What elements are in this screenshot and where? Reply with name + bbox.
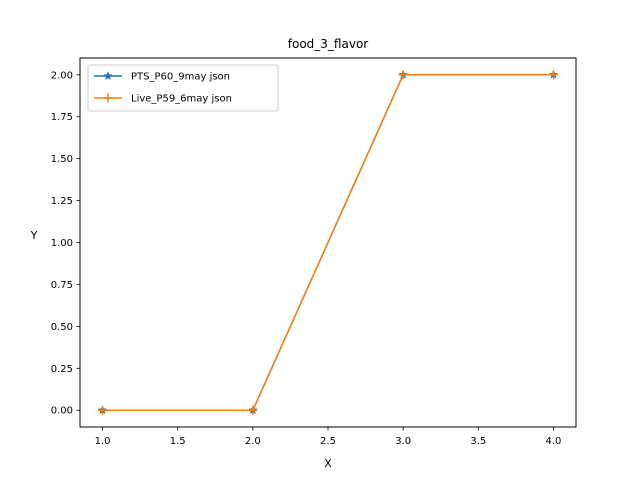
y-tick-label: 0.00 <box>51 406 73 417</box>
y-tick-label: 2.00 <box>51 70 73 81</box>
series-2-point <box>548 70 558 80</box>
x-tick-label: 1.0 <box>95 436 111 447</box>
x-tick-label: 2.5 <box>320 436 336 447</box>
y-tick-label: 0.50 <box>51 322 73 333</box>
x-tick-label: 4.0 <box>546 436 562 447</box>
legend-box <box>87 64 279 112</box>
y-tick-label: 1.25 <box>51 196 73 207</box>
x-tick-label: 1.5 <box>170 436 186 447</box>
legend-label-2: Live_P59_6may json <box>131 94 232 105</box>
chart-title: food_3_flavor <box>288 37 369 51</box>
legend-entries: PTS_P60_9may json Live_P59_6may json <box>94 71 232 105</box>
legend-marker-2 <box>103 93 113 103</box>
series-2-point <box>398 70 408 80</box>
legend-label-1: PTS_P60_9may json <box>131 72 230 83</box>
series-2-point <box>98 405 108 415</box>
y-tick-label: 1.00 <box>51 238 73 249</box>
legend: PTS_P60_9may json Live_P59_6may json <box>87 64 279 112</box>
y-axis-label: Y <box>30 229 38 242</box>
plot-frame <box>79 57 577 428</box>
y-axis-ticks: 0.00 0.25 0.50 0.75 1.00 1.25 1.50 1.75 2.00 <box>51 70 80 417</box>
x-tick-label: 3.5 <box>470 436 486 447</box>
y-tick-label: 0.75 <box>51 280 73 291</box>
x-tick-label: 2.0 <box>245 436 261 447</box>
x-tick-label: 3.0 <box>395 436 411 447</box>
legend-marker-1 <box>103 71 113 80</box>
y-tick-label: 0.25 <box>51 364 73 375</box>
series-2-point <box>248 405 258 415</box>
y-tick-label: 1.50 <box>51 154 73 165</box>
series-layer <box>97 69 559 415</box>
y-tick-label: 1.75 <box>51 112 73 123</box>
x-axis-label: X <box>324 457 332 470</box>
series-line-2 <box>102 74 554 411</box>
x-axis-ticks: 1.0 1.5 2.0 2.5 3.0 3.5 4.0 <box>95 427 562 447</box>
